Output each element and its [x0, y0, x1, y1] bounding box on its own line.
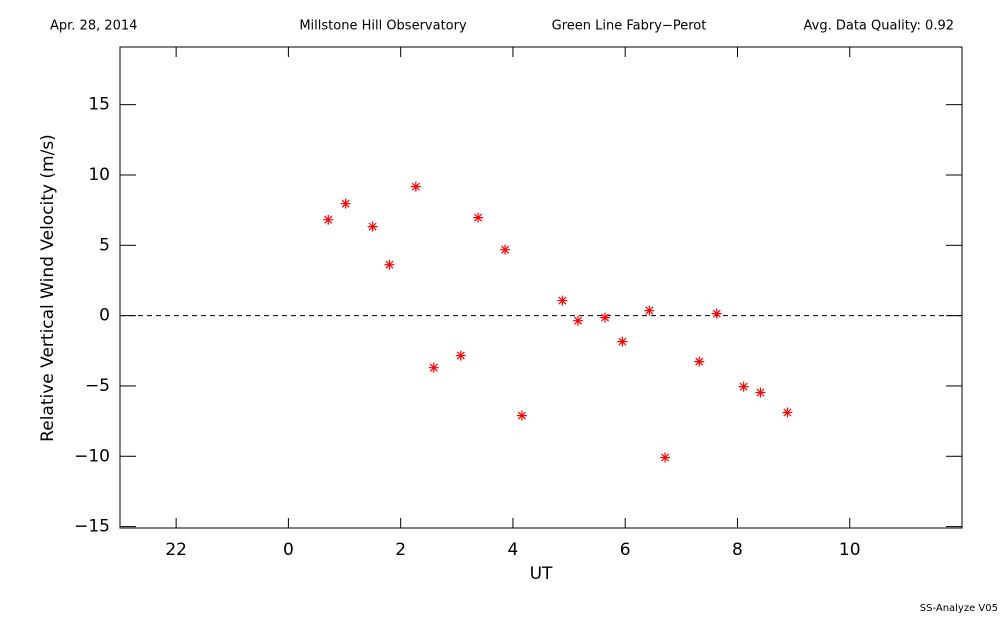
x-tick-label: 8: [732, 540, 743, 560]
data-point: [711, 308, 722, 319]
y-tick-label: 10: [88, 165, 110, 185]
data-point: [340, 198, 351, 209]
footer: SS-Analyze V05: [920, 603, 998, 614]
data-point: [323, 214, 334, 225]
data-point: [516, 410, 527, 421]
data-point: [455, 350, 466, 361]
data-point: [599, 312, 610, 323]
header-quality: Avg. Data Quality: 0.92: [804, 19, 954, 34]
data-point: [557, 295, 568, 306]
data-point: [367, 221, 378, 232]
x-tick-label: 2: [395, 540, 406, 560]
x-tick-label: 4: [508, 540, 519, 560]
x-tick-label: 6: [620, 540, 631, 560]
data-point: [694, 356, 705, 367]
y-tick-label: 5: [99, 235, 110, 255]
header-instrument: Green Line Fabry−Perot: [552, 19, 707, 34]
data-point: [573, 315, 584, 326]
data-point: [384, 259, 395, 270]
x-tick-label: 0: [283, 540, 294, 560]
plot-frame: [119, 46, 963, 529]
data-point: [660, 452, 671, 463]
data-point: [644, 305, 655, 316]
data-point: [500, 244, 511, 255]
x-tick-label: 10: [839, 540, 861, 560]
header-observatory: Millstone Hill Observatory: [299, 19, 467, 34]
data-point: [410, 181, 421, 192]
y-tick-label: 0: [99, 306, 110, 326]
y-tick-label: −15: [74, 517, 110, 537]
x-axis-label: UT: [530, 564, 553, 584]
data-point: [428, 362, 439, 373]
header-date: Apr. 28, 2014: [50, 19, 137, 34]
x-tick-label: 22: [165, 540, 187, 560]
data-point: [617, 336, 628, 347]
y-axis-label: Relative Vertical Wind Velocity (m/s): [38, 134, 58, 442]
y-tick-label: 15: [88, 95, 110, 115]
data-point: [473, 212, 484, 223]
data-point: [782, 407, 793, 418]
y-tick-label: −5: [85, 376, 110, 396]
data-point: [755, 387, 766, 398]
data-point: [738, 381, 749, 392]
y-tick-label: −10: [74, 446, 110, 466]
